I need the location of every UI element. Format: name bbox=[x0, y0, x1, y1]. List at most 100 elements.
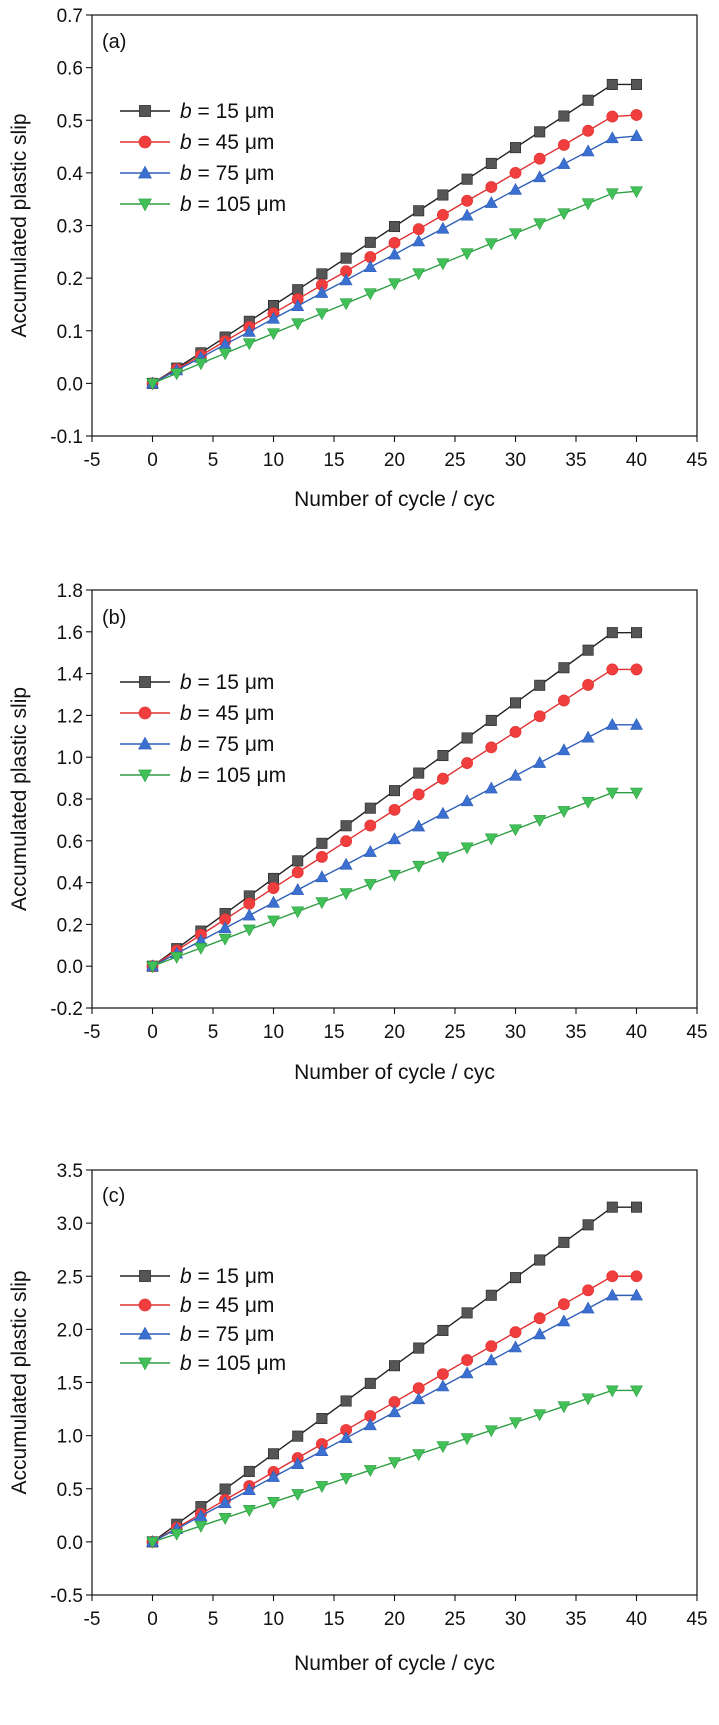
x-tick-label: 15 bbox=[323, 450, 344, 471]
data-point bbox=[219, 1483, 231, 1495]
data-point bbox=[316, 837, 328, 849]
data-point bbox=[484, 196, 498, 208]
x-tick-label: 5 bbox=[208, 1022, 219, 1043]
x-tick-label: 40 bbox=[626, 1022, 647, 1043]
data-point bbox=[413, 1342, 425, 1354]
data-point bbox=[242, 924, 256, 937]
data-point bbox=[630, 787, 643, 800]
data-point bbox=[558, 662, 570, 674]
data-point bbox=[581, 1301, 595, 1314]
data-point bbox=[339, 1431, 353, 1444]
legend-marker bbox=[138, 1357, 152, 1371]
data-point bbox=[436, 772, 449, 785]
data-point bbox=[557, 208, 571, 221]
x-tick-label: 30 bbox=[505, 450, 526, 471]
x-tick-label: 25 bbox=[444, 1022, 465, 1043]
data-point bbox=[460, 208, 474, 221]
data-point bbox=[315, 1481, 329, 1493]
y-tick-label: 1.0 bbox=[57, 748, 83, 769]
data-point bbox=[485, 1289, 497, 1301]
data-point bbox=[460, 248, 474, 261]
data-point bbox=[484, 781, 498, 794]
y-tick-label: 1.6 bbox=[57, 623, 83, 644]
x-tick-label: 25 bbox=[444, 450, 465, 471]
data-point bbox=[485, 181, 498, 193]
data-point bbox=[533, 755, 547, 768]
legend-label: b = 105 μm bbox=[180, 193, 286, 216]
data-point bbox=[267, 328, 280, 341]
data-point bbox=[533, 710, 546, 723]
data-point bbox=[509, 697, 521, 709]
data-point bbox=[630, 78, 642, 90]
y-tick-label: 1.2 bbox=[57, 706, 83, 727]
data-point bbox=[436, 851, 450, 864]
data-point bbox=[315, 308, 329, 321]
chart-panel-b: -5 0 5 10 15 20 25 30 35 40 45 -0.2 0.0 0.2 0.4 0.6 0.8 1… bbox=[8, 581, 708, 1084]
data-point bbox=[460, 1433, 474, 1446]
data-point bbox=[291, 318, 305, 331]
data-point bbox=[339, 298, 353, 311]
legend-label: b = 15 μm bbox=[180, 1265, 274, 1288]
data-point bbox=[267, 1448, 279, 1460]
data-point bbox=[218, 348, 232, 361]
data-point bbox=[218, 1512, 232, 1525]
x-tick-label: 0 bbox=[147, 1022, 158, 1043]
x-tick-label: 45 bbox=[686, 450, 707, 471]
legend: b = 15 μm b = 45 μm b = 75 μm b = 105 μm bbox=[120, 671, 286, 787]
data-point bbox=[509, 725, 522, 738]
data-point bbox=[339, 1473, 353, 1485]
data-point bbox=[363, 260, 377, 273]
data-point bbox=[484, 1353, 498, 1366]
data-point bbox=[218, 921, 232, 934]
data-point bbox=[242, 908, 256, 921]
y-tick-label: 0.4 bbox=[57, 874, 84, 895]
y-tick-label: 2.0 bbox=[57, 1320, 83, 1341]
y-tick-label: 0.7 bbox=[57, 6, 83, 27]
data-point bbox=[533, 1327, 547, 1340]
data-point bbox=[485, 741, 498, 754]
data-point bbox=[582, 678, 595, 691]
x-tick-label: 10 bbox=[263, 1022, 284, 1043]
data-point bbox=[170, 368, 184, 381]
data-point bbox=[582, 94, 594, 106]
legend-label: b = 15 μm bbox=[180, 671, 274, 694]
x-tick-label: 20 bbox=[384, 1609, 405, 1630]
data-point bbox=[242, 324, 256, 337]
legend-label: b = 105 μm bbox=[180, 764, 286, 787]
y-axis-title: Accumulated plastic slip bbox=[8, 1270, 31, 1494]
y-tick-label: 0.1 bbox=[57, 322, 83, 343]
data-point bbox=[630, 1270, 643, 1283]
data-point bbox=[413, 767, 425, 779]
data-point bbox=[242, 1505, 256, 1517]
series-2 bbox=[146, 109, 643, 390]
data-point bbox=[533, 170, 547, 183]
panel-label: (a) bbox=[102, 31, 126, 53]
data-point bbox=[509, 768, 522, 781]
data-point bbox=[146, 1536, 159, 1549]
y-tick-label: -0.2 bbox=[50, 999, 83, 1020]
data-point bbox=[582, 644, 594, 656]
y-tick-label: 0.6 bbox=[57, 59, 83, 80]
data-point bbox=[460, 1366, 474, 1379]
data-point bbox=[388, 247, 401, 260]
data-point bbox=[364, 802, 376, 814]
y-axis-title: Accumulated plastic slip bbox=[8, 113, 31, 337]
data-point bbox=[242, 1483, 256, 1496]
data-point bbox=[388, 221, 400, 233]
data-point bbox=[412, 788, 425, 801]
data-point bbox=[509, 1340, 522, 1353]
data-point bbox=[460, 794, 474, 807]
data-point bbox=[388, 236, 401, 249]
data-point bbox=[412, 234, 426, 247]
series-3 bbox=[146, 129, 643, 389]
x-tick-label: 15 bbox=[323, 1609, 344, 1630]
data-point bbox=[243, 897, 256, 910]
x-tick-label: 30 bbox=[505, 1022, 526, 1043]
data-point bbox=[630, 186, 643, 199]
data-point bbox=[388, 832, 401, 845]
data-point bbox=[292, 855, 304, 867]
data-point bbox=[413, 205, 425, 217]
data-point bbox=[485, 157, 497, 169]
data-point bbox=[557, 157, 571, 169]
series-3 bbox=[146, 717, 643, 972]
